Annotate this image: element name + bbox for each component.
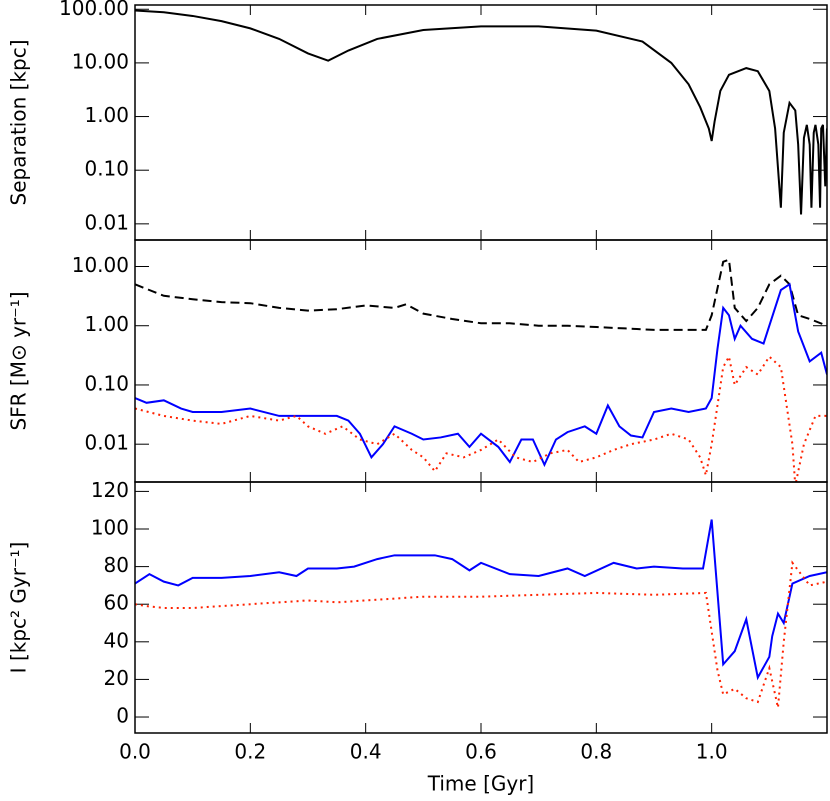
y-tick-label: 0.01 — [84, 431, 129, 455]
frame — [134, 481, 828, 734]
x-tick-label: 0.2 — [234, 740, 266, 764]
y-tick-label: 120 — [91, 478, 129, 502]
y-axis-label: I [kpc² Gyr⁻¹] — [7, 542, 31, 674]
x-tick-label: 0.6 — [465, 740, 497, 764]
series-line — [135, 9, 827, 215]
y-tick-label: 80 — [104, 553, 129, 577]
y-axis-label: SFR [M⊙ yr⁻¹] — [7, 291, 31, 430]
y-tick-label: 1.00 — [84, 103, 129, 127]
x-tick-label: 0.8 — [580, 740, 612, 764]
frame — [134, 239, 828, 483]
series-line — [135, 519, 827, 681]
y-tick-label: 0.10 — [84, 157, 129, 181]
x-tick-label: 0.4 — [350, 740, 382, 764]
y-tick-label: 60 — [104, 591, 129, 615]
y-tick-label: 100 — [91, 516, 129, 540]
series-line — [135, 282, 827, 468]
frame — [134, 4, 828, 241]
y-axis-label: Separation [kpc] — [7, 40, 31, 206]
y-tick-label: 0.10 — [84, 371, 129, 395]
y-tick-label: 0.01 — [84, 210, 129, 234]
series-line — [135, 560, 827, 708]
x-tick-label: 0.0 — [119, 740, 151, 764]
series-line — [135, 353, 827, 482]
y-tick-label: 100.00 — [59, 0, 129, 20]
y-tick-label: 0 — [116, 704, 129, 728]
series-line — [135, 258, 827, 331]
y-tick-label: 20 — [104, 666, 129, 690]
y-tick-label: 10.00 — [72, 49, 129, 73]
x-tick-label: 1.0 — [696, 740, 728, 764]
y-tick-label: 10.00 — [72, 253, 129, 277]
y-tick-label: 1.00 — [84, 312, 129, 336]
x-axis-label: Time [Gyr] — [427, 772, 534, 796]
y-tick-label: 40 — [104, 628, 129, 652]
